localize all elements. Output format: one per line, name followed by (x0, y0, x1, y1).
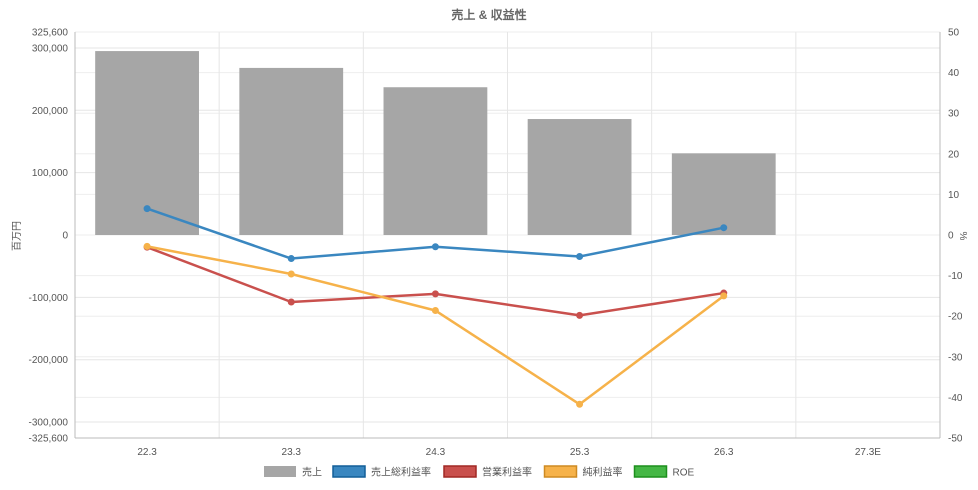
right-tick-label: 0 (948, 231, 954, 242)
line-point-2 (431, 307, 439, 315)
right-tick-label: 10 (948, 190, 960, 201)
legend-swatch (332, 465, 366, 478)
line-point-0 (720, 224, 728, 232)
bar-sales (95, 51, 199, 236)
legend-label: 純利益率 (583, 466, 623, 479)
left-tick-label: 100,000 (32, 168, 69, 179)
line-point-0 (431, 243, 439, 251)
x-tick-label: 23.3 (282, 447, 302, 458)
x-tick-label: 24.3 (426, 447, 446, 458)
bar-sales (671, 153, 776, 235)
legend-label: ROE (673, 468, 695, 479)
line-point-0 (143, 205, 151, 213)
left-tick-label: -300,000 (29, 418, 69, 429)
legend-swatch (543, 465, 578, 478)
legend-label: 売上総利益率 (371, 466, 431, 479)
left-axis-title: 百万円 (11, 221, 23, 251)
bar-layer (95, 51, 776, 236)
left-tick-label: 325,600 (32, 28, 69, 39)
right-tick-label: -30 (948, 352, 963, 363)
left-tick-label: 0 (62, 231, 68, 242)
axis-layer: -325,600 -300,000 -200,000 -100,000 0 100,000… (29, 28, 963, 459)
right-tick-label: -10 (948, 271, 963, 282)
legend-swatch (633, 465, 668, 478)
legend-item: 純利益率 (543, 465, 623, 479)
legend-item: ROE (633, 465, 695, 479)
left-tick-label: 300,000 (32, 43, 69, 54)
chart-title: 売上 & 収益性 (451, 7, 526, 22)
right-tick-label: 50 (948, 28, 960, 39)
left-tick-label: -100,000 (29, 293, 69, 304)
line-point-2 (720, 292, 728, 300)
legend-item: 売上総利益率 (332, 465, 431, 479)
x-tick-label: 26.3 (714, 447, 734, 458)
line-point-0 (287, 255, 295, 263)
line-point-1 (431, 290, 439, 298)
legend-item: 売上 (264, 466, 322, 479)
right-tick-label: -40 (948, 393, 963, 404)
x-tick-label: 22.3 (137, 447, 157, 458)
line-layer (143, 205, 728, 408)
left-tick-label: -200,000 (29, 355, 69, 366)
line-series-2 (146, 245, 725, 406)
right-tick-label: 20 (948, 149, 960, 160)
bar-sales (527, 119, 632, 235)
x-tick-label: 25.3 (570, 447, 590, 458)
left-tick-label: 200,000 (32, 106, 69, 117)
right-tick-label: -20 (948, 312, 963, 323)
grid-layer (74, 31, 941, 439)
bar-sales (239, 67, 344, 235)
right-tick-label: -50 (948, 434, 963, 445)
legend-item: 営業利益率 (443, 465, 532, 479)
line-point-0 (576, 253, 584, 261)
legend-swatch (443, 465, 477, 478)
line-point-1 (576, 311, 584, 319)
line-point-2 (576, 400, 584, 408)
legend-label: 営業利益率 (482, 466, 532, 479)
line-point-2 (143, 242, 151, 250)
legend-label: 売上 (302, 466, 322, 479)
right-axis-title: % (957, 232, 968, 241)
line-point-2 (287, 270, 295, 278)
left-tick-label: -325,600 (29, 434, 69, 445)
right-tick-label: 40 (948, 68, 960, 79)
x-tick-label: 27.3E (855, 447, 881, 458)
legend: 売上 売上総利益率 営業利益率 純利益率 ROE (264, 465, 695, 479)
legend-swatch (264, 466, 296, 477)
line-point-1 (287, 298, 295, 306)
line-series-1 (146, 246, 724, 317)
right-tick-label: 30 (948, 109, 960, 120)
bar-sales (383, 87, 488, 235)
